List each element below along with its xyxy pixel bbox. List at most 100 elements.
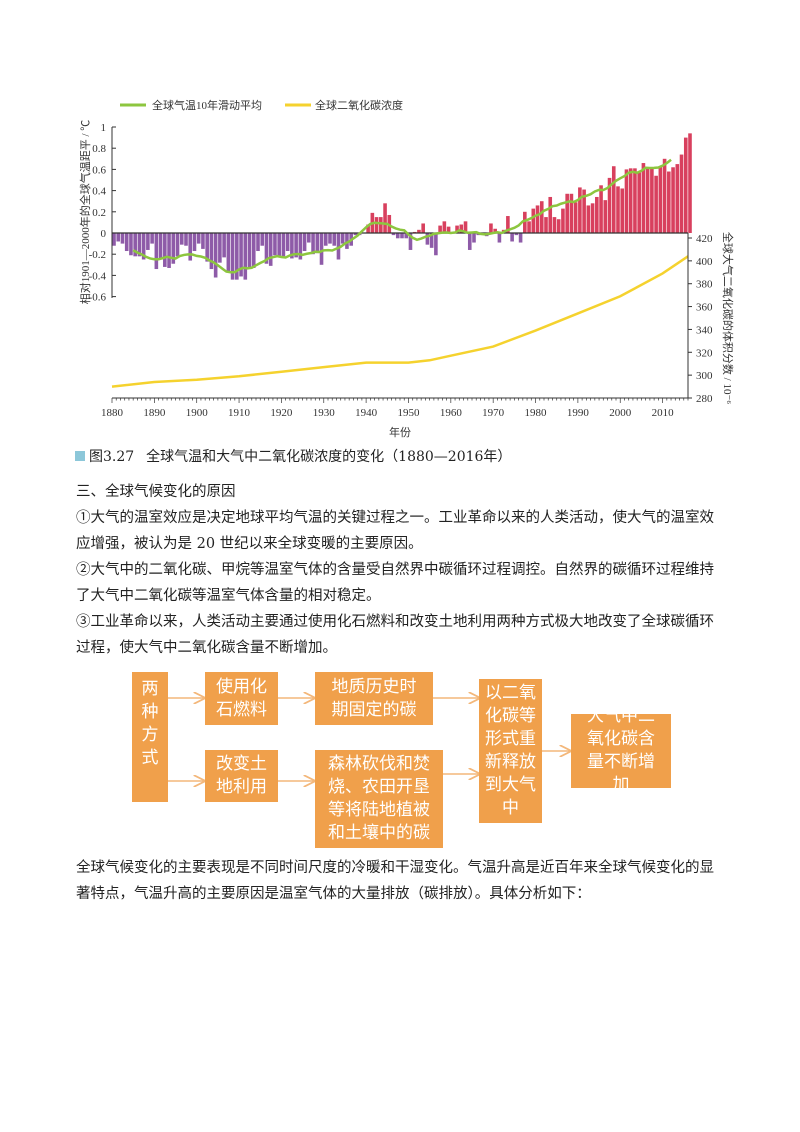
x-tick-label: 1960 <box>440 407 463 419</box>
legend-label: 全球二氧化碳浓度 <box>315 98 403 112</box>
caption-marker-icon <box>75 451 85 461</box>
temperature-bar <box>455 225 459 233</box>
temperature-bar <box>611 166 616 233</box>
right-axis-title: 全球大气二氧化碳的体积分数 / 10⁻⁶ <box>721 232 735 404</box>
temperature-bar <box>192 233 197 252</box>
right-tick-label: 280 <box>696 393 713 405</box>
x-tick-label: 1920 <box>270 407 293 419</box>
right-tick-label: 320 <box>696 347 713 359</box>
temperature-bar <box>285 233 290 252</box>
temperature-bar <box>277 233 281 257</box>
temperature-bar <box>679 154 684 233</box>
temperature-bar <box>311 233 315 255</box>
temperature-bar <box>294 233 298 258</box>
x-tick-label: 1950 <box>397 407 420 419</box>
temperature-bar <box>239 233 243 277</box>
temperature-bar <box>544 217 548 233</box>
temperature-bar <box>179 233 184 245</box>
temperature-bar <box>273 233 277 256</box>
temperature-co2-chart: 1 0.8 0.6 0.4 0.2 0 -0.2 -0.4 -0.6 420 400 380 360 34… <box>78 98 735 439</box>
temperature-bar <box>150 233 154 244</box>
temperature-bar <box>586 205 591 233</box>
temperature-bar <box>400 233 404 239</box>
flow-box-land-use: 改变土地利用 <box>205 750 278 802</box>
temperature-bar <box>446 226 451 233</box>
temperature-bar <box>281 233 286 257</box>
temperature-bar <box>366 224 370 233</box>
temperature-bar <box>137 233 142 257</box>
temperature-bar <box>319 233 324 265</box>
temperature-bar <box>222 233 226 258</box>
temperature-bar <box>650 168 654 233</box>
temperature-bar <box>268 233 273 266</box>
temperature-bar <box>260 233 265 246</box>
left-tick-label: -0.2 <box>89 249 106 261</box>
section-heading: 三、全球气候变化的原因 <box>76 484 236 500</box>
right-tick-label: 420 <box>696 233 713 245</box>
temperature-bar <box>459 224 464 233</box>
temperature-bar <box>607 177 612 233</box>
temperature-bar <box>599 185 603 233</box>
figure-caption: 图3.27 全球气温和大气中二氧化碳浓度的变化（1880—2016年） <box>75 446 511 466</box>
temperature-bar <box>141 233 146 260</box>
temperature-bar <box>213 233 218 278</box>
legend-label: 全球气温10年滑动平均 <box>152 98 262 112</box>
temperature-bar <box>565 193 569 233</box>
temperature-bar <box>251 233 256 268</box>
temperature-bar <box>539 201 544 233</box>
temperature-bar <box>124 233 129 252</box>
temperature-bar <box>408 233 413 250</box>
temperature-bar <box>154 233 159 270</box>
temperature-bar <box>235 233 239 280</box>
x-tick-label: 1940 <box>355 407 378 419</box>
flow-box-two-ways: 两种方式 <box>132 672 168 802</box>
temperature-bar <box>116 233 121 242</box>
temperature-bar <box>675 164 680 233</box>
temperature-bar <box>383 203 387 233</box>
x-tick-label: 2000 <box>609 407 632 419</box>
temperature-bar <box>493 228 497 233</box>
temperature-bar <box>595 196 599 233</box>
temperature-bar <box>298 233 303 260</box>
temperature-bar <box>616 186 620 233</box>
closing-line: 全球气候变化的主要表现是不同时间尺度的冷暖和干湿变化。气温升高是近百年来全球气候… <box>76 860 714 876</box>
flow-box-fossil-fuel: 使用化石燃料 <box>205 672 278 725</box>
caption-text: 全球气温和大气中二氧化碳浓度的变化（1880—2016年） <box>146 449 512 465</box>
left-tick-label: 0.8 <box>92 143 106 155</box>
temperature-bar <box>129 233 133 256</box>
left-tick-label: 1 <box>101 122 107 134</box>
temperature-bar <box>671 167 675 233</box>
temperature-bar <box>256 233 260 252</box>
flow-box-geologic-carbon: 地质历史时期固定的碳 <box>315 672 433 725</box>
x-tick-label: 1910 <box>228 407 251 419</box>
temperature-bar <box>582 189 586 233</box>
temperature-bar <box>120 233 125 244</box>
temperature-bar <box>188 233 193 261</box>
temperature-moving-average-line <box>132 158 672 274</box>
temperature-bar <box>336 233 341 260</box>
flow-box-result: 大气中二氧化碳含量不断增加 <box>571 706 671 795</box>
temperature-bar <box>463 221 468 233</box>
temperature-bar <box>658 166 663 233</box>
temperature-bar <box>683 137 688 233</box>
left-axis-title: 相对1901—2000年的全球气温距平 / ℃ <box>78 120 92 305</box>
temperature-bar <box>421 223 425 233</box>
temperature-bar <box>209 233 214 270</box>
temperature-bar <box>429 233 434 248</box>
temperature-bar <box>205 233 209 262</box>
temperature-bar <box>247 233 252 268</box>
temperature-bar <box>230 233 235 280</box>
temperature-bar <box>379 217 383 233</box>
x-axis-title: 年份 <box>389 425 411 439</box>
temperature-bar <box>290 233 294 259</box>
left-tick-label: 0 <box>101 228 107 240</box>
temperature-bar <box>573 202 578 233</box>
temperature-bar <box>323 233 328 246</box>
temperature-bar <box>688 133 692 233</box>
left-tick-label: -0.4 <box>89 270 107 282</box>
temperature-bar <box>654 175 658 233</box>
temperature-bar <box>226 233 231 273</box>
right-tick-label: 360 <box>696 302 713 314</box>
temperature-bar <box>328 233 332 244</box>
